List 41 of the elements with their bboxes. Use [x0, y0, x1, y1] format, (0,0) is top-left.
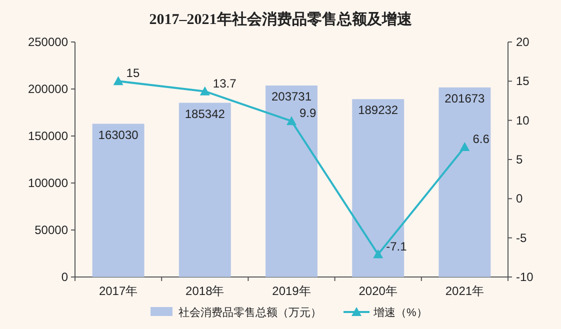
bar [92, 124, 144, 277]
data-label: 9.9 [300, 106, 317, 120]
data-label: 189232 [358, 103, 398, 118]
bar [438, 87, 491, 277]
data-label: 185342 [184, 106, 226, 121]
x-tick-label: 2017年 [98, 284, 138, 298]
legend-label: 增速（%） [372, 306, 428, 319]
bar [266, 85, 318, 277]
point [200, 86, 210, 96]
y2-tick-label: 5 [516, 152, 523, 166]
y-tick-label: 50000 [34, 223, 68, 237]
y2-tick-label: -5 [516, 230, 527, 245]
point [460, 142, 470, 151]
y2-tick-label: 0 [516, 192, 523, 206]
y-tick-label: 100000 [28, 176, 68, 190]
data-label: 13.7 [212, 76, 237, 90]
x-tick-label: 2021年 [445, 284, 484, 298]
y2-tick-label: -10 [516, 270, 534, 284]
data-label: -7.1 [386, 239, 408, 254]
y-tick-label: 200000 [28, 82, 68, 96]
data-label: 163030 [98, 128, 139, 142]
y2-tick-label: 20 [516, 35, 530, 49]
y2-tick-label: 15 [516, 74, 530, 88]
y-tick-label: 0 [61, 270, 68, 284]
x-tick-label: 2018年 [186, 284, 224, 298]
data-label: 6.6 [472, 132, 490, 146]
point [113, 76, 124, 86]
data-label: 15 [126, 66, 140, 80]
legend-label: 社会消费品零售总额（万元） [178, 306, 322, 319]
data-label: 203731 [271, 89, 312, 104]
chart-title: 2017–2021年社会消费品零售总额及增速 [149, 10, 413, 28]
x-tick-label: 2019年 [272, 284, 311, 298]
x-tick-label: 2020年 [358, 284, 398, 298]
y2-tick-label: 10 [516, 113, 530, 128]
point [373, 249, 384, 258]
bar [178, 102, 231, 277]
bar [352, 99, 404, 277]
data-label: 201673 [444, 91, 486, 106]
point [286, 116, 296, 126]
y-tick-label: 250000 [28, 35, 68, 49]
y-tick-label: 150000 [28, 129, 68, 143]
